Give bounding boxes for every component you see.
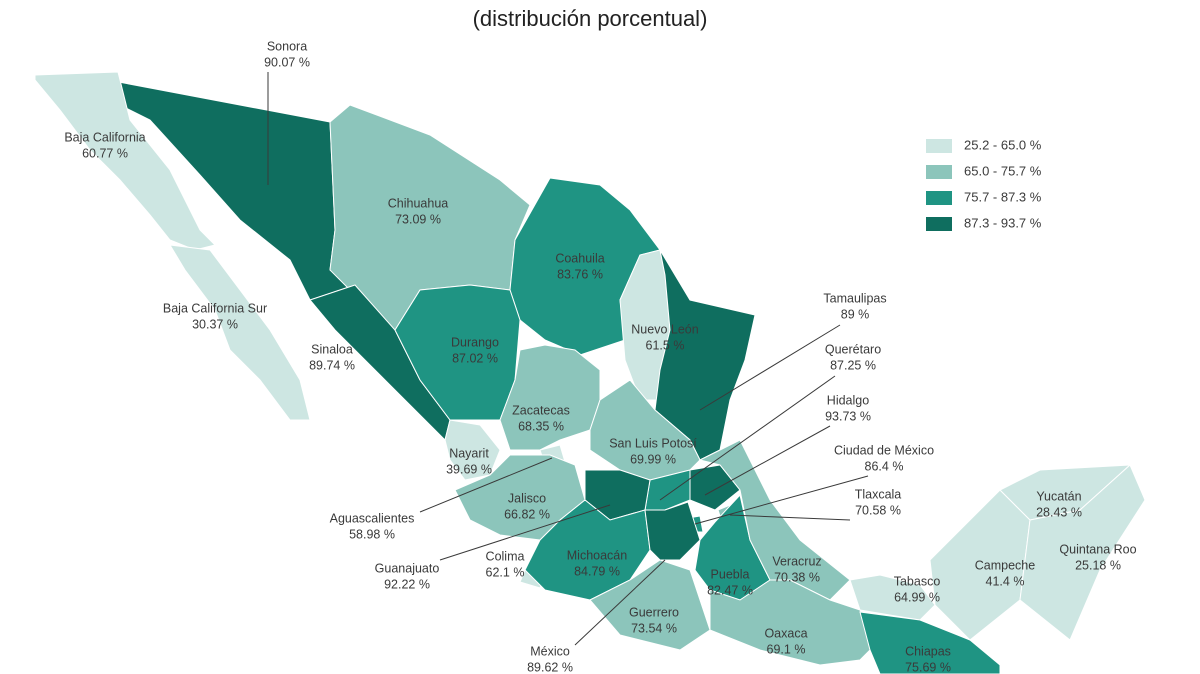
legend-swatch: [926, 217, 952, 231]
leader-line: [419, 457, 553, 513]
state-region: [644, 501, 701, 561]
state-value: 89.62 %: [527, 660, 573, 674]
state-region: [169, 244, 311, 421]
leader-line: [704, 425, 831, 496]
legend: 25.2 - 65.0 % 65.0 - 75.7 % 75.7 - 87.3 % 8…: [926, 137, 1042, 231]
state-name: México: [530, 644, 570, 658]
state-value: 62.1 %: [486, 565, 525, 579]
state-name: Jalisco: [508, 491, 546, 505]
legend-label: 87.3 - 93.7 %: [964, 215, 1042, 230]
state-region: [1019, 464, 1146, 641]
state-value: 70.58 %: [855, 503, 901, 517]
state-value: 39.69 %: [446, 462, 492, 476]
state-name: Campeche: [975, 558, 1035, 572]
state-value: 89 %: [841, 307, 870, 321]
leader-line: [699, 324, 841, 411]
state-name: Chiapas: [905, 644, 951, 658]
state-name: Tabasco: [894, 574, 941, 588]
state-value: 90.07 %: [264, 55, 310, 69]
legend-label: 25.2 - 65.0 %: [964, 137, 1042, 152]
state-region: [689, 464, 741, 511]
state-value: 84.79 %: [574, 564, 620, 578]
state-name: Quintana Roo: [1059, 542, 1136, 556]
leader-line: [439, 504, 611, 561]
state-region: [859, 611, 1001, 674]
state-value: 41.4 %: [986, 574, 1025, 588]
regions: [34, 71, 1146, 674]
state-region: [589, 559, 711, 651]
state-name: Oaxaca: [764, 626, 807, 640]
legend-label: 75.7 - 87.3 %: [964, 189, 1042, 204]
state-name: Hidalgo: [827, 393, 869, 407]
state-value: 68.35 %: [518, 419, 564, 433]
state-value: 93.73 %: [825, 409, 871, 423]
state-value: 83.76 %: [557, 267, 603, 281]
state-name: Querétaro: [825, 342, 881, 356]
state-name: Sonora: [267, 39, 307, 53]
state-value: 25.18 %: [1075, 558, 1121, 572]
state-name: Ciudad de México: [834, 443, 934, 457]
state-name: Baja California: [64, 130, 145, 144]
state-value: 30.37 %: [192, 317, 238, 331]
state-value: 87.25 %: [830, 358, 876, 372]
state-value: 82.47 %: [707, 583, 753, 597]
state-value: 73.09 %: [395, 212, 441, 226]
state-value: 75.69 %: [905, 660, 951, 674]
state-name: Colima: [486, 549, 525, 563]
state-value: 61.5 %: [646, 338, 685, 352]
legend-swatch: [926, 165, 952, 179]
state-value: 86.4 %: [865, 459, 904, 473]
state-name: Coahuila: [555, 251, 604, 265]
state-value: 69.1 %: [767, 642, 806, 656]
state-name: Tamaulipas: [823, 291, 886, 305]
state-name: Nayarit: [449, 446, 489, 460]
state-value: 70.38 %: [774, 570, 820, 584]
map-title: (distribución porcentual): [473, 6, 708, 31]
state-name: Guanajuato: [375, 561, 440, 575]
state-name: Yucatán: [1036, 489, 1081, 503]
state-value: 73.54 %: [631, 621, 677, 635]
state-name: San Luis Potosí: [609, 436, 697, 450]
state-value: 58.98 %: [349, 527, 395, 541]
state-name: Zacatecas: [512, 403, 570, 417]
legend-label: 65.0 - 75.7 %: [964, 163, 1042, 178]
state-name: Durango: [451, 335, 499, 349]
leader-line: [694, 475, 869, 525]
state-value: 69.99 %: [630, 452, 676, 466]
state-region: [34, 71, 216, 251]
state-name: Puebla: [711, 567, 750, 581]
state-value: 66.82 %: [504, 507, 550, 521]
state-region: [444, 419, 501, 481]
state-name: Chihuahua: [388, 196, 449, 210]
state-name: Veracruz: [772, 554, 821, 568]
state-name: Sinaloa: [311, 342, 353, 356]
leader-line: [659, 375, 836, 501]
legend-swatch: [926, 139, 952, 153]
legend-swatch: [926, 191, 952, 205]
state-value: 92.22 %: [384, 577, 430, 591]
leader-line: [729, 514, 851, 521]
state-name: Michoacán: [567, 548, 627, 562]
labels: Sonora 90.07 % Baja California 60.77 % Baja …: [64, 39, 1136, 674]
state-name: Tlaxcala: [855, 487, 902, 501]
state-value: 89.74 %: [309, 358, 355, 372]
state-value: 60.77 %: [82, 146, 128, 160]
state-name: Baja California Sur: [163, 301, 267, 315]
state-value: 64.99 %: [894, 590, 940, 604]
state-name: Nuevo León: [631, 322, 698, 336]
state-name: Guerrero: [629, 605, 679, 619]
state-value: 28.43 %: [1036, 505, 1082, 519]
state-value: 87.02 %: [452, 351, 498, 365]
leader-line: [574, 559, 666, 646]
state-name: Aguascalientes: [330, 511, 415, 525]
